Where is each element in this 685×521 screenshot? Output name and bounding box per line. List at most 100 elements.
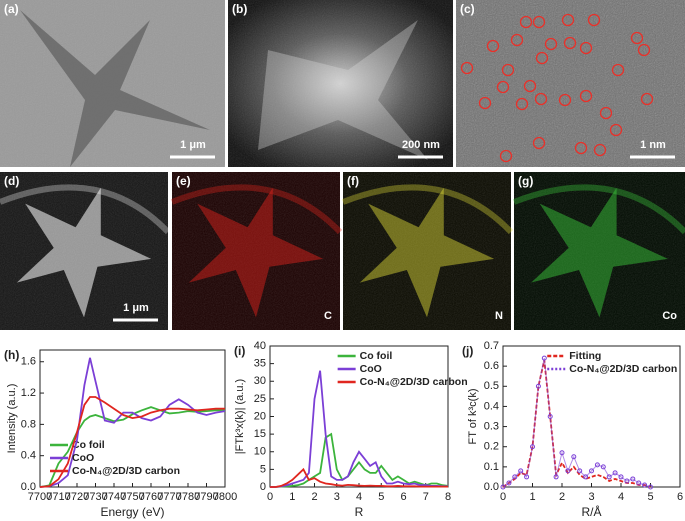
atom-marker xyxy=(609,123,623,137)
data-point xyxy=(648,484,653,490)
x-tick-label: 2 xyxy=(559,491,565,503)
y-tick-label: 10 xyxy=(254,446,266,458)
y-tick-label: 0.3 xyxy=(484,420,499,432)
signal-dots xyxy=(343,172,511,330)
panel-label: (h) xyxy=(4,348,19,362)
x-axis-label: R/Å xyxy=(581,504,601,519)
y-tick-label: 0.7 xyxy=(484,340,499,352)
legend-label: CoO xyxy=(72,452,94,464)
signal-dots xyxy=(172,172,340,330)
x-tick-label: 4 xyxy=(356,491,362,503)
x-axis-label: Energy (eV) xyxy=(100,505,164,519)
y-tick-label: 20 xyxy=(254,410,266,422)
atom-marker xyxy=(587,13,601,27)
data-point xyxy=(553,474,559,480)
x-tick-label: 1 xyxy=(289,491,295,503)
y-tick-label: 0.4 xyxy=(21,450,36,462)
y-axis-label: FT of k³c(k) xyxy=(467,388,479,444)
series-line xyxy=(39,357,226,488)
element-label: N xyxy=(495,310,503,322)
x-tick-label: 7760 xyxy=(139,491,163,503)
panel-label: (g) xyxy=(518,174,533,188)
atom-marker xyxy=(510,33,524,47)
y-tick-label: 0.6 xyxy=(484,360,499,372)
atom-marker xyxy=(532,136,546,150)
atom-marker xyxy=(460,61,474,75)
atom-marker xyxy=(563,36,577,50)
element-label: Co xyxy=(662,310,677,322)
x-tick-label: 1 xyxy=(529,491,535,503)
image-noise xyxy=(456,0,685,167)
atom-marker xyxy=(637,43,651,57)
y-tick-label: 35 xyxy=(254,358,266,370)
scale-bar-label: 1 μm xyxy=(123,302,149,314)
x-tick-label: 7 xyxy=(423,491,429,503)
data-point xyxy=(565,468,571,474)
x-tick-label: 6 xyxy=(677,491,683,503)
data-point xyxy=(636,480,642,486)
panel-label: (c) xyxy=(460,2,475,16)
y-tick-label: 0.4 xyxy=(484,400,499,412)
y-tick-label: 0.2 xyxy=(484,441,499,453)
legend-label: Fitting xyxy=(569,350,601,362)
y-tick-label: 1.6 xyxy=(21,356,36,368)
chart: (i) 0 1 2 3 4 5 6 7 8 0 5 10 15 20 25 30 35 40 R |FTk³x(k)| … xyxy=(234,340,468,519)
image-panel: (f) N xyxy=(341,172,514,330)
series-line xyxy=(270,370,448,488)
image-noise xyxy=(228,0,453,167)
atom-marker xyxy=(561,13,575,27)
x-tick-label: 7720 xyxy=(65,491,89,503)
data-point xyxy=(606,474,612,480)
data-point xyxy=(594,462,600,468)
x-tick-label: 0 xyxy=(267,491,273,503)
image-panel: (c) 1 nm xyxy=(456,0,685,167)
panel-label: (j) xyxy=(462,344,473,358)
y-tick-label: 40 xyxy=(254,340,266,352)
signal-dots xyxy=(514,172,685,330)
chart: (h)7700771077207730774077507760777077807… xyxy=(4,348,237,519)
atom-marker xyxy=(519,15,533,29)
data-point xyxy=(524,474,530,480)
x-tick-label: 4 xyxy=(618,491,624,503)
data-point xyxy=(500,484,506,490)
panel-label: (a) xyxy=(4,2,19,16)
panel-label: (f) xyxy=(347,174,359,188)
legend-label: Co-N₄@2D/3D carbon xyxy=(72,465,180,477)
atom-marker xyxy=(593,143,607,157)
atom-marker xyxy=(532,15,546,29)
atom-marker xyxy=(496,80,510,94)
x-tick-label: 7700 xyxy=(28,491,52,503)
nanostructure xyxy=(258,20,428,160)
x-tick-label: 2 xyxy=(311,491,317,503)
chart: (j) 0 1 2 3 4 5 6 0.0 0.1 0.2 0.3 0.4 0.5 0.6 0.7 R/Å FT … xyxy=(462,340,683,519)
atom-marker xyxy=(574,141,588,155)
legend-label: Co-N₄@2D/3D carbon xyxy=(569,363,677,375)
frame-arc xyxy=(0,184,171,235)
y-tick-label: 0.1 xyxy=(484,461,499,473)
y-axis-label: |FTk³x(k)| (a.u.) xyxy=(234,379,246,454)
data-point xyxy=(512,474,518,480)
atom-marker xyxy=(579,89,593,103)
x-tick-label: 7740 xyxy=(102,491,126,503)
image-panel: (e) C xyxy=(170,172,343,330)
panel-label: (d) xyxy=(4,174,19,188)
scale-bar-label: 1 nm xyxy=(640,139,666,151)
image-panel: (g) Co xyxy=(512,172,685,330)
data-point xyxy=(559,450,565,456)
x-tick-label: 6 xyxy=(400,491,406,503)
y-tick-label: 1.2 xyxy=(21,387,36,399)
y-tick-label: 15 xyxy=(254,428,266,440)
scale-bar-label: 1 μm xyxy=(180,139,206,151)
series-line xyxy=(39,396,225,488)
x-tick-label: 7780 xyxy=(176,491,200,503)
atom-marker xyxy=(478,96,492,110)
x-tick-label: 0 xyxy=(500,491,506,503)
data-point xyxy=(518,468,524,474)
series-line xyxy=(270,432,449,488)
atom-marker xyxy=(501,63,515,77)
x-tick-label: 7750 xyxy=(120,491,144,503)
atom-marker xyxy=(499,149,513,163)
series-line xyxy=(270,467,448,488)
x-tick-label: 8 xyxy=(445,491,451,503)
data-point xyxy=(547,414,553,419)
